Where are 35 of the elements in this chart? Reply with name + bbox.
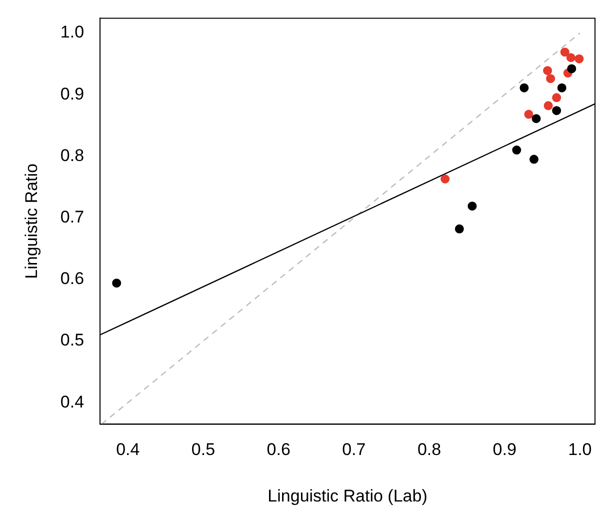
x-tick-label: 0.8 [417, 440, 442, 460]
x-tick-label: 0.9 [492, 440, 516, 460]
y-tick-label: 0.4 [60, 392, 84, 412]
point [543, 66, 552, 76]
y-tick-label: 0.9 [60, 84, 84, 104]
x-tick-label: 0.6 [266, 440, 290, 460]
point [112, 278, 122, 288]
point [544, 101, 553, 110]
x-axis-title: Linguistic Ratio (Lab) [268, 486, 428, 506]
y-tick-label: 0.5 [60, 330, 84, 350]
point [557, 83, 566, 92]
point [529, 154, 538, 164]
point [440, 174, 450, 184]
point [566, 53, 576, 62]
x-tick-label: 1.0 [568, 440, 592, 460]
point [552, 93, 562, 102]
y-tick-label: 1.0 [60, 22, 84, 42]
point [520, 83, 529, 92]
x-tick-label: 0.7 [342, 440, 366, 460]
point [567, 64, 576, 74]
point [546, 74, 556, 84]
point [574, 54, 584, 64]
point [468, 202, 477, 211]
point [512, 146, 522, 155]
point [454, 224, 464, 234]
point [552, 106, 562, 116]
point [532, 114, 541, 124]
y-tick-label: 0.6 [60, 269, 84, 288]
point [524, 110, 534, 119]
y-tick-label: 0.8 [60, 146, 84, 165]
point [560, 48, 570, 57]
x-tick-label: 0.5 [191, 440, 216, 460]
y-tick-label: 0.7 [60, 208, 84, 226]
x-tick-label: 0.4 [116, 440, 140, 460]
y-axis-title: Linguistic Ratio [22, 164, 41, 279]
